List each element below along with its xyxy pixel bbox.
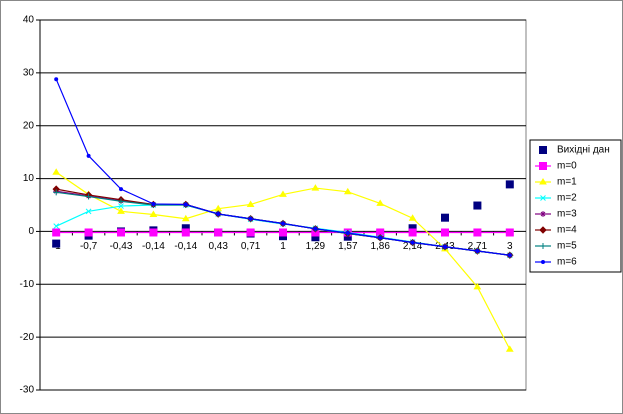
- data-point: [54, 77, 59, 82]
- x-tick-label: -0,7: [80, 241, 98, 252]
- legend-label: m=5: [557, 241, 577, 252]
- data-point: [473, 282, 482, 290]
- data-point: [52, 168, 61, 175]
- data-point: [53, 189, 60, 196]
- data-point: [52, 228, 61, 237]
- x-tick-label: 1,57: [338, 241, 358, 252]
- data-point: [119, 187, 123, 192]
- data-point: [118, 198, 124, 205]
- x-tick-label: 2,14: [403, 241, 423, 252]
- y-tick-label: 10: [23, 173, 35, 184]
- data-point: [52, 239, 61, 248]
- data-point: [149, 228, 158, 237]
- data-point: [84, 228, 93, 237]
- legend-marker: [539, 162, 547, 170]
- data-point: [345, 231, 350, 236]
- legend-marker: [539, 226, 547, 234]
- data-point: [246, 228, 255, 237]
- x-tick-label: 0,43: [208, 241, 228, 252]
- y-tick-label: -30: [20, 385, 35, 396]
- data-point: [85, 193, 92, 200]
- data-point: [313, 226, 318, 231]
- x-tick-label: -0,14: [142, 241, 165, 252]
- x-tick-label: 2,71: [468, 241, 488, 252]
- data-point: [507, 253, 512, 258]
- x-tick-label: 1,29: [306, 241, 326, 252]
- data-point: [86, 153, 91, 158]
- y-tick-label: -20: [20, 332, 35, 343]
- data-point: [183, 202, 188, 207]
- data-point: [279, 190, 287, 197]
- data-point: [410, 240, 415, 245]
- data-point: [53, 223, 60, 229]
- data-point: [443, 244, 447, 249]
- data-point: [246, 200, 255, 207]
- data-point: [505, 180, 514, 189]
- data-point: [311, 184, 320, 191]
- data-point: [118, 203, 124, 209]
- legend-label: m=1: [557, 177, 577, 188]
- y-tick-label: 40: [23, 15, 35, 26]
- x-tick-label: 1,86: [370, 241, 390, 252]
- legend-marker: [540, 243, 546, 249]
- data-point: [475, 248, 480, 253]
- legend-label: m=4: [557, 225, 577, 236]
- x-tick-label: 0,71: [241, 241, 261, 252]
- legend-marker: [539, 146, 547, 154]
- legend-marker: [540, 211, 546, 217]
- data-point: [117, 207, 125, 214]
- legend-marker: [539, 178, 547, 185]
- data-point: [473, 201, 482, 210]
- x-tick-label: 1: [280, 241, 286, 252]
- plot-area: [39, 19, 527, 391]
- data-point: [181, 228, 190, 237]
- data-point: [408, 228, 417, 237]
- data-point: [378, 235, 383, 240]
- x-tick-label: -0,43: [110, 241, 133, 252]
- legend-label: m=0: [557, 161, 577, 172]
- data-point: [473, 228, 482, 237]
- data-point: [181, 214, 190, 222]
- x-tick-label: 3: [507, 241, 513, 252]
- data-point: [214, 228, 223, 237]
- legend-label: m=3: [557, 209, 577, 220]
- data-point: [151, 201, 156, 206]
- data-point: [248, 216, 253, 221]
- data-point: [85, 208, 92, 215]
- legend-marker: [541, 260, 545, 264]
- data-point: [343, 187, 352, 195]
- data-point: [441, 213, 449, 222]
- y-tick-label: 0: [28, 226, 34, 237]
- data-point: [281, 221, 285, 226]
- data-point: [376, 199, 385, 206]
- legend-label: Вихідні дан: [557, 145, 610, 156]
- legend-label: m=2: [557, 193, 577, 204]
- data-point: [505, 345, 514, 352]
- y-tick-label: 20: [23, 120, 35, 131]
- data-point: [505, 228, 514, 237]
- y-tick-label: 30: [23, 67, 35, 78]
- data-point: [408, 214, 417, 221]
- data-point: [279, 228, 287, 237]
- data-point: [149, 210, 158, 218]
- data-point: [441, 228, 449, 237]
- data-point: [117, 228, 125, 237]
- legend-marker: [540, 195, 546, 201]
- data-point: [216, 211, 221, 216]
- y-tick-label: -10: [20, 279, 35, 290]
- x-tick-label: -0,14: [174, 241, 197, 252]
- legend-label: m=6: [557, 257, 577, 268]
